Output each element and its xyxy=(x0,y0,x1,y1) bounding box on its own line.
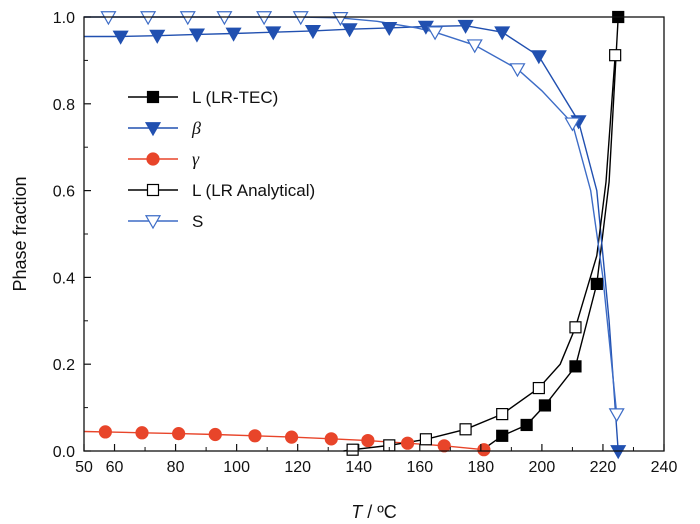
data-point xyxy=(400,436,415,450)
data-point xyxy=(292,11,309,26)
legend-item: L (LR-TEC) xyxy=(128,88,278,107)
x-tick-label: 120 xyxy=(284,459,311,476)
data-point xyxy=(496,408,509,421)
data-point xyxy=(346,443,359,456)
data-point xyxy=(216,11,233,26)
data-point xyxy=(135,426,149,440)
data-point xyxy=(256,11,273,26)
data-point xyxy=(381,22,398,37)
data-point xyxy=(520,418,533,432)
data-point xyxy=(457,19,474,34)
data-point xyxy=(248,429,262,443)
legend-marker xyxy=(146,90,160,104)
legend-marker xyxy=(144,122,162,137)
data-point xyxy=(466,39,483,54)
y-tick-label: 0.4 xyxy=(53,270,75,287)
data-point xyxy=(361,433,375,448)
legend-label: S xyxy=(192,212,203,231)
legend-marker xyxy=(146,152,160,166)
series-line xyxy=(84,16,618,415)
legend-label: β xyxy=(191,118,201,138)
series-markers-3 xyxy=(346,49,622,456)
series-markers-1 xyxy=(112,19,627,460)
legend-marker xyxy=(146,183,160,197)
series-0 xyxy=(480,16,619,452)
x-tick-label: 220 xyxy=(590,459,617,476)
data-point xyxy=(324,432,338,446)
x-axis-label-variable: T xyxy=(351,502,364,522)
data-point xyxy=(341,23,358,38)
x-tick-label: 50 xyxy=(75,459,93,476)
x-tick-label: 100 xyxy=(223,459,250,476)
data-point xyxy=(459,423,472,436)
x-axis-label: T / ºC xyxy=(351,502,397,522)
data-point xyxy=(225,27,242,42)
data-point xyxy=(112,30,129,45)
data-point xyxy=(609,49,622,62)
series-line xyxy=(480,16,619,452)
data-point xyxy=(590,277,603,291)
y-tick-label: 0.0 xyxy=(53,444,75,461)
x-tick-label: 200 xyxy=(529,459,556,476)
series-4 xyxy=(84,16,618,415)
series-markers-2 xyxy=(98,425,491,457)
data-point xyxy=(610,445,627,460)
legend-marker xyxy=(144,215,162,230)
data-point xyxy=(419,433,432,446)
legend-label: L (LR Analytical) xyxy=(192,181,315,200)
data-point xyxy=(265,26,282,41)
data-point xyxy=(427,26,444,41)
data-point xyxy=(509,63,526,78)
x-tick-label: 140 xyxy=(345,459,372,476)
data-point xyxy=(494,26,511,41)
data-point xyxy=(98,425,112,439)
plot-frame xyxy=(83,16,665,452)
x-tick-label: 80 xyxy=(167,459,185,476)
data-point xyxy=(304,25,321,40)
data-point xyxy=(140,11,157,26)
data-point xyxy=(284,430,299,444)
data-point xyxy=(149,29,166,44)
data-point xyxy=(530,50,547,65)
data-point xyxy=(332,12,349,27)
data-point xyxy=(569,321,582,334)
x-tick-label: 160 xyxy=(406,459,433,476)
data-point xyxy=(100,11,117,26)
x-tick-label: 240 xyxy=(651,459,678,476)
data-point xyxy=(564,117,581,132)
data-point xyxy=(608,408,625,423)
legend-item: L (LR Analytical) xyxy=(128,181,315,200)
y-tick-label: 1.0 xyxy=(53,10,75,27)
data-point xyxy=(172,427,186,441)
y-axis-label: Phase fraction xyxy=(10,176,30,291)
series-markers-0 xyxy=(496,10,625,442)
data-point xyxy=(496,429,509,442)
data-point xyxy=(208,427,222,442)
y-tick-label: 0.6 xyxy=(53,184,75,201)
legend-item: β xyxy=(128,118,201,138)
data-point xyxy=(437,439,451,453)
x-axis-label-unit: / ºC xyxy=(362,502,397,522)
legend-label: γ xyxy=(192,149,200,169)
legend: L (LR-TEC) βγ L (LR Analytical) S xyxy=(128,88,315,231)
data-point xyxy=(188,28,205,43)
data-point xyxy=(179,11,196,26)
data-point xyxy=(569,360,582,373)
data-point xyxy=(532,381,545,395)
x-tick-label: 60 xyxy=(106,459,124,476)
axis-ticks: 50 60 80 100 120 140 160 180 200 220 240 0.0 0.2 0.4 0… xyxy=(53,10,678,476)
y-tick-label: 0.2 xyxy=(53,357,75,374)
legend-item: S xyxy=(128,212,203,231)
series-markers-4 xyxy=(100,11,625,423)
x-tick-label: 180 xyxy=(467,459,494,476)
legend-label: L (LR-TEC) xyxy=(192,88,278,107)
data-point xyxy=(477,443,491,457)
data-point xyxy=(538,399,552,412)
y-tick-label: 0.8 xyxy=(53,97,75,114)
series-layer xyxy=(84,10,627,460)
legend-item: γ xyxy=(128,149,200,169)
